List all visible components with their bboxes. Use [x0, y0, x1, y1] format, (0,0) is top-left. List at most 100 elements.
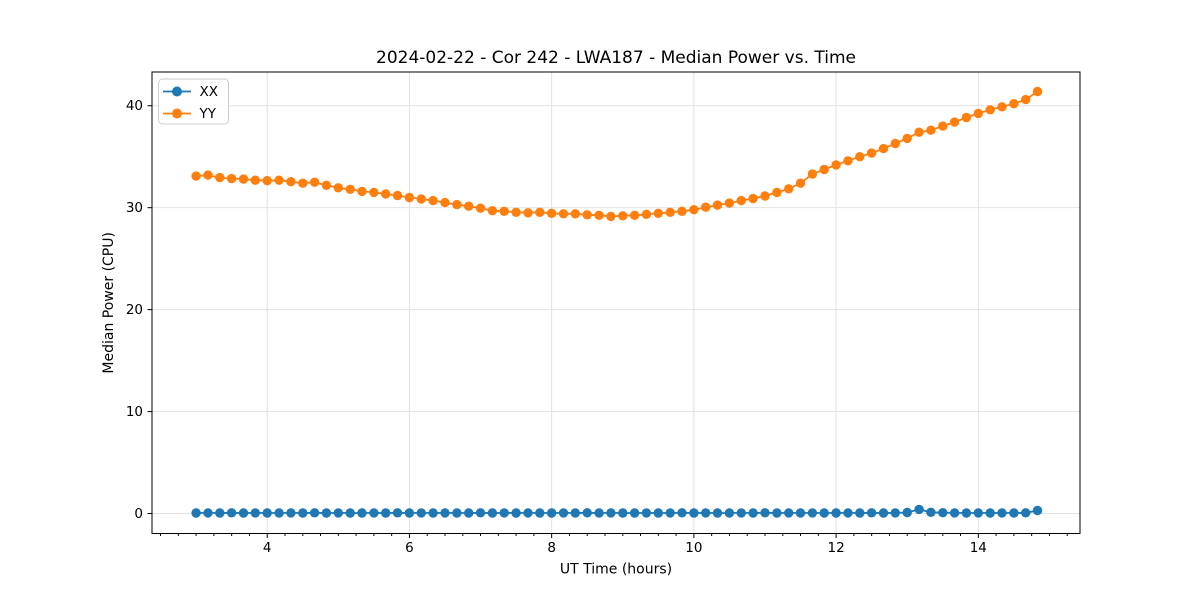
x-tick-label: 4	[263, 540, 272, 556]
data-point	[689, 508, 699, 518]
data-point	[772, 187, 782, 198]
data-point	[949, 117, 960, 127]
data-point	[831, 160, 841, 170]
data-point	[594, 210, 604, 220]
data-point	[215, 172, 225, 183]
data-point	[594, 508, 604, 518]
data-point	[381, 189, 391, 199]
data-point	[736, 508, 746, 518]
legend-label: YY	[199, 106, 217, 122]
legend-item-XX: XX	[163, 84, 218, 100]
data-point	[392, 508, 403, 518]
data-point	[689, 205, 699, 215]
series-XX-markers	[191, 504, 1043, 518]
data-point	[546, 208, 557, 218]
data-point	[653, 508, 663, 518]
x-tick-label: 12	[827, 540, 844, 556]
data-point	[653, 208, 663, 218]
data-point	[641, 508, 652, 518]
data-point	[475, 203, 486, 213]
data-point	[570, 508, 580, 518]
data-point	[487, 206, 498, 216]
data-point	[464, 508, 474, 518]
plot-frame	[151, 71, 1081, 534]
data-point	[819, 164, 829, 175]
data-point	[795, 178, 806, 188]
data-point	[262, 508, 272, 518]
data-point	[985, 508, 995, 518]
data-point	[345, 184, 355, 194]
data-point	[807, 169, 818, 179]
x-tick-label: 10	[685, 540, 702, 556]
data-point	[843, 508, 853, 518]
legend: XX YY	[158, 78, 229, 125]
data-point	[511, 508, 521, 518]
data-point	[286, 177, 296, 187]
y-tick-label: 10	[126, 404, 143, 420]
data-point	[440, 508, 450, 518]
data-point	[369, 508, 379, 518]
data-point	[760, 508, 770, 518]
legend-marker-icon	[172, 108, 182, 119]
data-point	[452, 508, 462, 518]
data-point	[997, 508, 1007, 518]
data-point	[546, 508, 557, 518]
data-point	[855, 152, 865, 162]
data-point	[570, 209, 580, 219]
data-point	[807, 508, 818, 518]
data-point	[321, 508, 332, 518]
legend-marker-icon	[172, 86, 182, 97]
data-point	[748, 508, 758, 518]
data-point	[274, 508, 284, 518]
data-point	[416, 194, 426, 204]
data-point	[902, 133, 912, 144]
data-point	[535, 207, 545, 217]
data-point	[203, 170, 213, 180]
data-point	[226, 173, 237, 184]
data-point	[440, 197, 450, 208]
data-point	[428, 508, 438, 518]
data-point	[926, 125, 936, 135]
data-point	[701, 508, 711, 518]
grid-layer	[152, 72, 1080, 534]
data-point	[748, 193, 758, 204]
data-point	[203, 508, 213, 518]
data-point	[973, 508, 983, 518]
data-point	[309, 177, 320, 187]
data-point	[558, 508, 569, 518]
y-tick-label: 30	[126, 200, 143, 216]
data-point	[890, 508, 900, 518]
data-point	[926, 507, 936, 517]
y-axis-label: Median Power (CPU)	[101, 232, 117, 374]
data-point	[582, 210, 592, 220]
data-point	[262, 176, 272, 186]
x-tick-label: 6	[405, 540, 414, 556]
data-point	[641, 209, 652, 219]
data-point	[878, 508, 889, 518]
data-point	[345, 508, 355, 518]
data-point	[784, 508, 794, 518]
data-point	[1020, 94, 1031, 105]
data-point	[985, 105, 995, 115]
data-point	[369, 187, 379, 198]
data-point	[464, 201, 474, 211]
data-point	[392, 190, 403, 201]
series-YY-markers	[191, 86, 1043, 222]
data-point	[938, 508, 948, 518]
data-point	[724, 508, 735, 518]
data-point	[381, 508, 391, 518]
data-point	[274, 175, 284, 185]
y-tick-label: 20	[126, 302, 143, 318]
data-point	[618, 211, 628, 221]
data-point	[701, 202, 711, 212]
data-point	[523, 208, 533, 218]
data-point	[736, 195, 746, 206]
data-point	[558, 209, 569, 219]
data-point	[1009, 99, 1019, 109]
data-point	[191, 508, 201, 518]
data-point	[843, 156, 853, 166]
data-point	[772, 508, 782, 518]
data-point	[855, 508, 865, 518]
